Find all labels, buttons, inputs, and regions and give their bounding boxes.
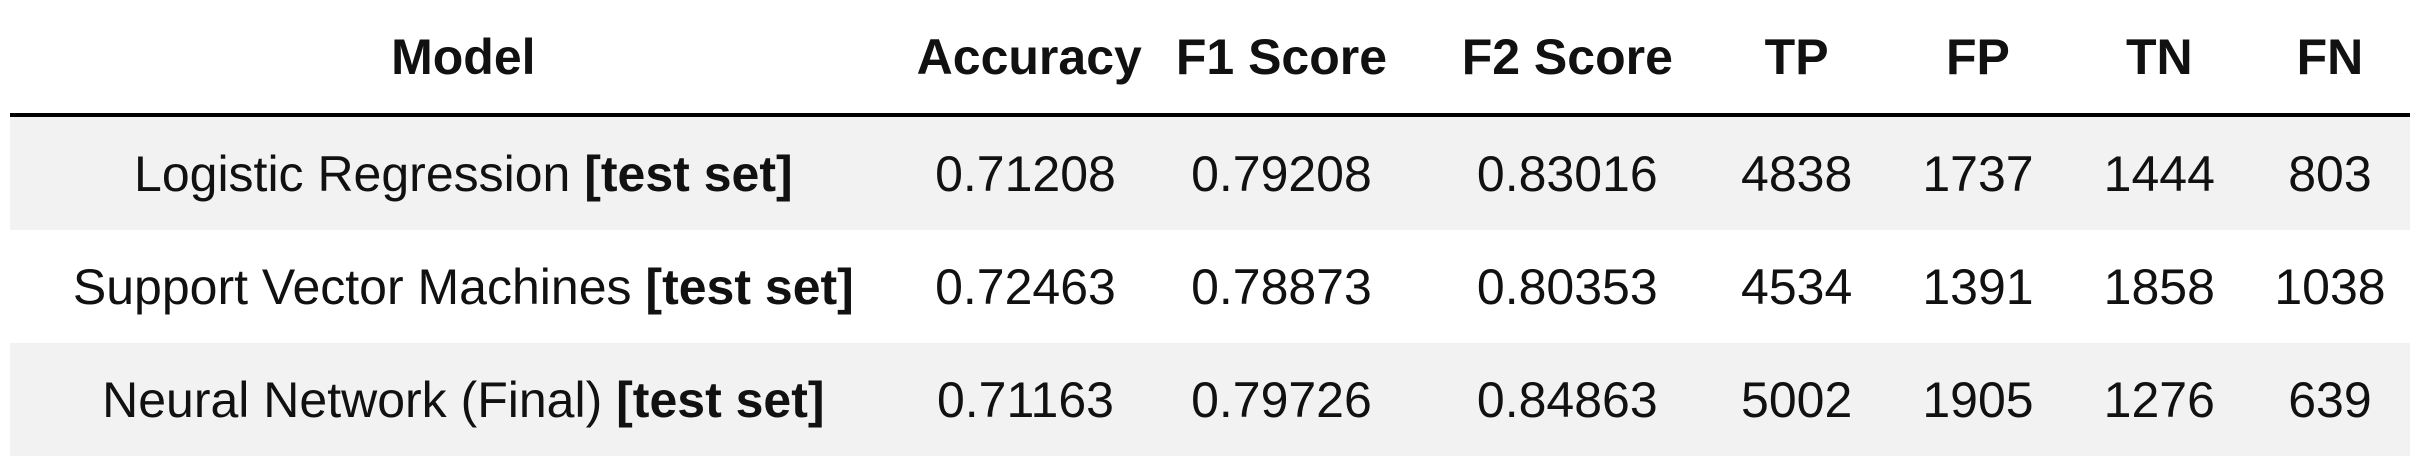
table-row-neural-network: Neural Network (Final) [test set] 0.7116… bbox=[10, 343, 2410, 456]
cell-f2-score: 0.84863 bbox=[1428, 343, 1706, 456]
table-header: Model Accuracy F1 Score F2 Score TP FP T… bbox=[10, 0, 2410, 117]
cell-tn: 1858 bbox=[2103, 258, 2215, 315]
cell-f2-score: 0.83016 bbox=[1428, 115, 1706, 230]
set-label: [test set] bbox=[584, 145, 793, 202]
cell-tn: 1276 bbox=[2068, 343, 2250, 456]
cell-f1-score: 0.79208 bbox=[1134, 115, 1429, 230]
cell-accuracy: 0.71163 bbox=[916, 343, 1135, 456]
header-tn: TN bbox=[2068, 0, 2250, 117]
set-label: [test set] bbox=[645, 258, 854, 315]
cell-fp: 1391 bbox=[1922, 258, 2034, 315]
table-row-support-vector-machines: Support Vector Machines [test set] 0.724… bbox=[10, 230, 2410, 343]
set-label: [test set] bbox=[616, 371, 825, 428]
cell-fn: 1038 bbox=[2274, 258, 2386, 315]
cell-f1-score: 0.78873 bbox=[1191, 258, 1372, 315]
header-tp: TP bbox=[1705, 0, 1888, 117]
cell-f1-score: 0.79726 bbox=[1134, 343, 1429, 456]
table-row-logistic-regression: Logistic Regression [test set] 0.71208 0… bbox=[10, 115, 2410, 230]
cell-model: Neural Network (Final) [test set] bbox=[10, 343, 917, 456]
model-name: Support Vector Machines bbox=[72, 258, 632, 315]
cell-tn: 1444 bbox=[2068, 115, 2250, 230]
cell-f2-score: 0.80353 bbox=[1476, 258, 1658, 315]
model-name: Logistic Regression bbox=[134, 145, 571, 202]
cell-fn: 639 bbox=[2249, 343, 2410, 456]
cell-fp: 1737 bbox=[1887, 115, 2069, 230]
header-model: Model bbox=[10, 0, 917, 117]
header-accuracy: Accuracy bbox=[916, 0, 1142, 117]
cell-tp: 4838 bbox=[1705, 115, 1888, 230]
cell-model: Support Vector Machines [test set] bbox=[10, 230, 917, 343]
header-fp: FP bbox=[1887, 0, 2069, 117]
cell-fp: 1905 bbox=[1887, 343, 2069, 456]
cell-accuracy: 0.72463 bbox=[935, 258, 1116, 315]
header-f2-score: F2 Score bbox=[1428, 0, 1706, 117]
cell-tp: 4534 bbox=[1741, 258, 1853, 315]
header-f1-score: F1 Score bbox=[1134, 0, 1429, 117]
header-row: Model Accuracy F1 Score F2 Score TP FP T… bbox=[10, 0, 2410, 117]
cell-model: Logistic Regression [test set] bbox=[10, 115, 917, 230]
table-body: Logistic Regression [test set] 0.71208 0… bbox=[10, 115, 2410, 456]
cell-accuracy: 0.71208 bbox=[916, 115, 1135, 230]
model-results-table: Model Accuracy F1 Score F2 Score TP FP T… bbox=[10, 0, 2410, 456]
header-fn: FN bbox=[2249, 0, 2410, 117]
model-name: Neural Network (Final) bbox=[102, 371, 603, 428]
cell-fn: 803 bbox=[2249, 115, 2410, 230]
cell-tp: 5002 bbox=[1705, 343, 1888, 456]
